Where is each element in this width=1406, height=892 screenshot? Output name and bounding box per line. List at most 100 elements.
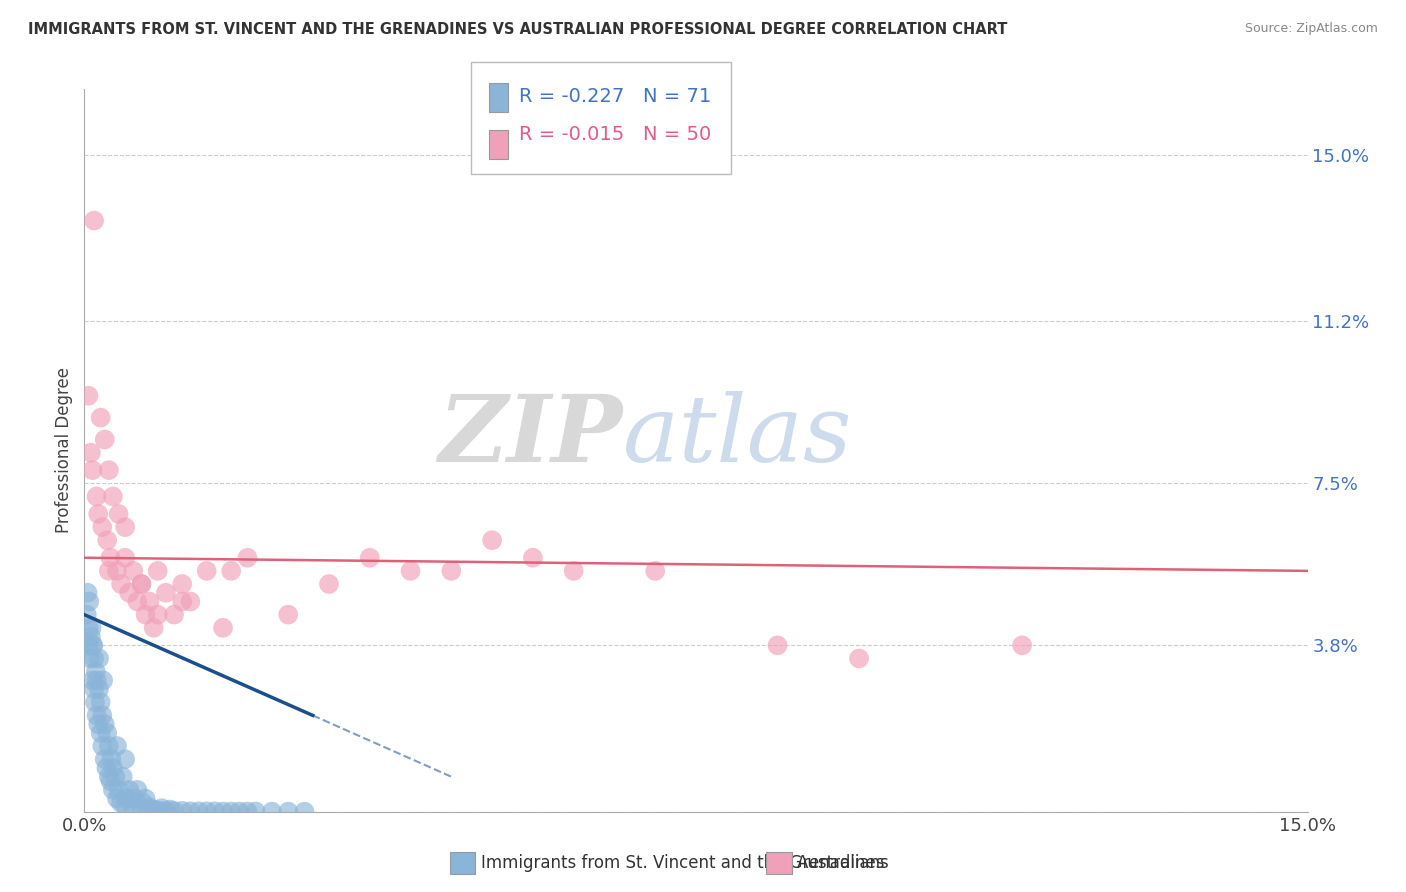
Point (522, 550, 544, 565)
Point (91, 673, 114, 688)
Point (86, 673, 108, 688)
Point (122, 564, 145, 578)
Point (212, 805, 235, 819)
Point (204, 805, 226, 819)
Point (105, 791, 128, 805)
Point (77, 594, 100, 608)
Point (91, 520, 114, 534)
Point (172, 577, 194, 591)
Point (93, 433, 115, 447)
Point (86, 490, 108, 504)
Point (80, 445, 103, 459)
Point (187, 805, 209, 819)
Point (766, 638, 789, 652)
Point (86, 708, 108, 723)
Text: Source: ZipAtlas.com: Source: ZipAtlas.com (1244, 22, 1378, 36)
Point (87, 507, 110, 521)
Point (90, 410, 112, 425)
Point (114, 752, 136, 766)
Point (97, 463, 120, 477)
Point (80, 630, 103, 644)
Point (76, 586, 98, 600)
Point (163, 607, 186, 622)
Point (100, 774, 122, 789)
Point (146, 804, 169, 818)
Point (135, 791, 157, 805)
Point (96, 726, 118, 740)
Text: atlas: atlas (623, 391, 852, 481)
Point (848, 651, 870, 665)
Point (219, 564, 242, 578)
Point (80, 621, 103, 635)
Point (82, 638, 104, 652)
Point (110, 577, 132, 591)
Point (87, 651, 110, 665)
Text: Australians: Australians (797, 855, 890, 872)
Point (83, 213, 105, 227)
Point (155, 586, 177, 600)
Point (118, 586, 141, 600)
Text: Immigrants from St. Vincent and the Grenadines: Immigrants from St. Vincent and the Gren… (481, 855, 884, 872)
Point (91, 739, 114, 753)
Point (150, 801, 173, 815)
Point (104, 770, 127, 784)
Point (101, 782, 124, 797)
Point (195, 805, 218, 819)
Text: R = -0.015   N = 50: R = -0.015 N = 50 (519, 125, 711, 144)
Text: ZIP: ZIP (439, 391, 623, 481)
Point (131, 801, 153, 815)
Point (114, 520, 136, 534)
Point (97, 770, 120, 784)
Point (277, 805, 299, 819)
Point (318, 577, 340, 591)
Point (105, 564, 128, 578)
Point (172, 804, 194, 818)
Point (219, 805, 242, 819)
Point (110, 796, 132, 810)
Point (90, 726, 112, 740)
Point (83, 682, 105, 697)
Text: IMMIGRANTS FROM ST. VINCENT AND THE GRENADINES VS AUSTRALIAN PROFESSIONAL DEGREE: IMMIGRANTS FROM ST. VINCENT AND THE GREN… (28, 22, 1008, 37)
Point (91, 708, 114, 723)
Y-axis label: Professional Degree: Professional Degree (55, 368, 73, 533)
Point (131, 577, 153, 591)
Point (84, 665, 107, 679)
Point (277, 607, 299, 622)
Point (131, 577, 153, 591)
Point (82, 673, 104, 688)
Point (481, 533, 503, 548)
Point (87, 682, 110, 697)
Point (83, 651, 105, 665)
Point (107, 782, 129, 797)
Point (93, 717, 115, 731)
Point (76, 607, 98, 622)
Point (172, 594, 194, 608)
Point (107, 507, 129, 521)
Point (93, 752, 115, 766)
Point (146, 564, 169, 578)
Point (87, 717, 110, 731)
Point (82, 463, 104, 477)
Point (228, 805, 250, 819)
Point (1011, 638, 1033, 652)
Point (124, 791, 146, 805)
Point (118, 782, 141, 797)
Point (138, 800, 160, 814)
Point (114, 798, 136, 813)
Point (97, 739, 120, 753)
Point (562, 564, 585, 578)
Point (440, 564, 463, 578)
Point (114, 550, 136, 565)
Point (245, 805, 267, 819)
Point (163, 804, 186, 818)
Text: R = -0.227   N = 71: R = -0.227 N = 71 (519, 87, 711, 105)
Point (644, 564, 666, 578)
Point (236, 550, 259, 565)
Point (82, 638, 104, 652)
Point (135, 607, 157, 622)
Point (212, 621, 235, 635)
Point (96, 761, 118, 775)
Point (146, 607, 169, 622)
Point (142, 621, 165, 635)
Point (77, 621, 100, 635)
